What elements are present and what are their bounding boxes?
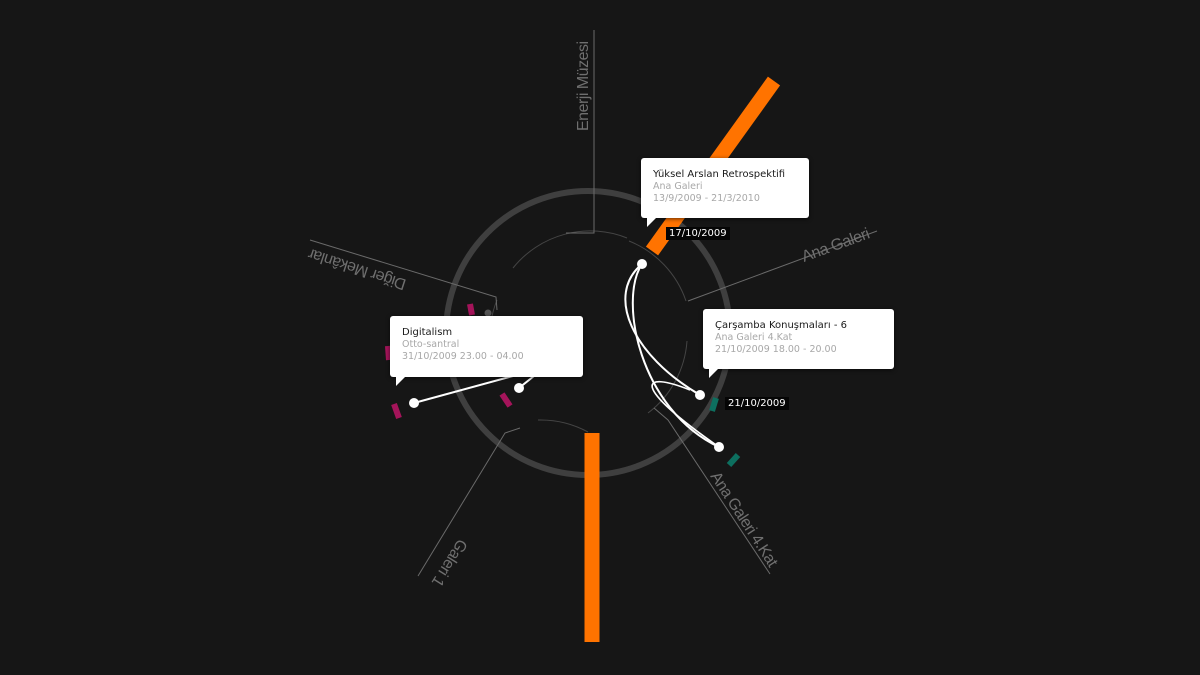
event-marker[interactable]: [385, 345, 392, 361]
event-title: Yüksel Arslan Retrospektifi: [653, 169, 786, 180]
venue-line-galeri-1: [417, 427, 521, 577]
event-venue: Ana Galeri: [653, 181, 703, 192]
ring-node: [484, 309, 492, 317]
connector-curve: [631, 263, 720, 448]
connector-curve: [651, 380, 720, 448]
event-marker[interactable]: [467, 303, 475, 316]
event-marker[interactable]: [499, 392, 513, 408]
venue-line-enerji: [566, 30, 595, 234]
event-dates: 21/10/2009 18.00 - 20.00: [715, 344, 837, 355]
date-tag: 17/10/2009: [666, 227, 730, 240]
venue-label-ana-galeri: Ana Galeri: [800, 226, 872, 266]
event-tooltip-yuksel[interactable]: Yüksel Arslan Retrospektifi Ana Galeri 1…: [641, 158, 809, 227]
venue-line-diger: [309, 239, 498, 311]
venue-label-diger: Diğer Mekânlar: [305, 244, 408, 292]
inner-arc-right: [647, 340, 688, 414]
venue-label-galeri-1: Galeri 1: [428, 536, 470, 590]
inner-arc-top: [512, 230, 628, 269]
event-tooltip-carsamba[interactable]: Çarşamba Konuşmaları - 6 Ana Galeri 4.Ka…: [703, 309, 894, 378]
venue-line-ana-galeri: [687, 230, 878, 302]
inner-arc-top-right: [628, 240, 687, 302]
connector-dot[interactable]: [637, 259, 647, 269]
connector-line: [413, 375, 514, 404]
connector-dot[interactable]: [714, 442, 724, 452]
venue-label-enerji: Enerji Müzesi: [575, 41, 592, 131]
event-dates: 31/10/2009 23.00 - 04.00: [402, 351, 524, 362]
event-title: Çarşamba Konuşmaları - 6: [715, 320, 848, 331]
venue-label-ana-galeri-4: Ana Galeri 4.Kat: [707, 469, 781, 571]
event-title: Digitalism: [402, 327, 453, 338]
event-marker[interactable]: [726, 452, 741, 468]
event-marker[interactable]: [391, 402, 402, 420]
event-tooltip-digitalism[interactable]: Digitalism Otto-santral 31/10/2009 23.00…: [390, 316, 583, 386]
connector-dot[interactable]: [514, 383, 524, 393]
event-marker[interactable]: [709, 397, 719, 412]
inner-arc-bottom: [537, 419, 589, 433]
connector-dot[interactable]: [695, 390, 705, 400]
event-venue: Otto-santral: [402, 339, 460, 350]
connector-dot[interactable]: [409, 398, 419, 408]
event-venue: Ana Galeri 4.Kat: [715, 332, 793, 343]
date-tag: 21/10/2009: [725, 397, 789, 410]
event-dates: 13/9/2009 - 21/3/2010: [653, 193, 760, 204]
connector-curve: [624, 263, 701, 396]
venue-line-ana-galeri-4: [653, 407, 771, 575]
